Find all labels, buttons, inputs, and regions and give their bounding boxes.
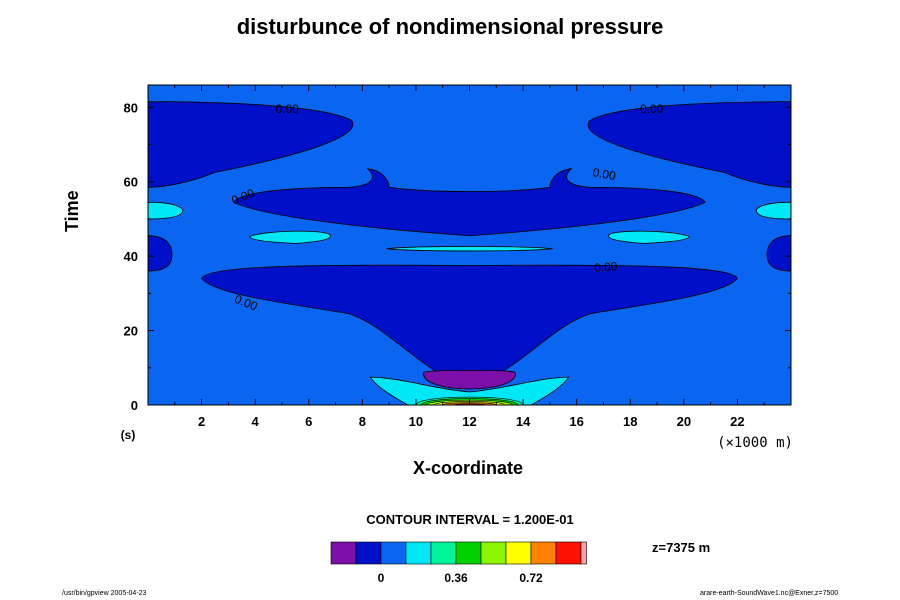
contour-label: 0.00 (276, 102, 300, 116)
contour-region-positive (386, 246, 553, 252)
contour-label: 0.00 (591, 165, 617, 183)
colorbar-swatch (380, 541, 407, 565)
footer-right-text: arare-earth-SoundWave1.nc@Exner,z=7500 (700, 590, 839, 597)
x-tick-label: 22 (730, 414, 744, 429)
axes: 2 4 6 8 10 12 14 16 18 20 22 0 20 40 60 80 (s) (×1000 m) (121, 84, 793, 451)
colorbar-swatch (505, 541, 532, 565)
y-tick-label: 80 (124, 100, 138, 115)
contour-region-negative (148, 235, 173, 272)
colorbar-swatch (430, 541, 457, 565)
contour-region-positive (608, 230, 690, 244)
colorbar-swatch (555, 541, 582, 565)
contour-region-min (423, 369, 516, 390)
x-tick-label: 18 (623, 414, 637, 429)
chart-title: disturbunce of nondimensional pressure (236, 14, 664, 39)
x-tick-label: 4 (252, 414, 260, 429)
y-tick-label: 0 (131, 398, 138, 413)
contour-region-negative (587, 101, 791, 188)
x-tick-label: 16 (569, 414, 583, 429)
y-units-label: (s) (121, 428, 136, 442)
x-axis-title: X-coordinate (412, 458, 523, 478)
y-axis-title: Time (62, 190, 82, 232)
x-tick-label: 20 (677, 414, 691, 429)
colorbar-swatch (355, 541, 382, 565)
x-tick-label: 14 (516, 414, 531, 429)
contour-region-negative (766, 235, 791, 272)
contour-label: 0.00 (594, 259, 619, 275)
footer-left-text: /usr/bin/gpview 2005-04-23 (62, 590, 147, 597)
contour-region-negative (233, 168, 706, 237)
contour-label: 0.00 (640, 102, 664, 116)
contour-region-positive (755, 201, 791, 220)
x-units-label: (×1000 m) (717, 435, 793, 451)
colorbar-tick-label: 0.36 (444, 571, 468, 585)
colorbar: 0 0.36 0.72 (330, 541, 587, 585)
colorbar-swatch (405, 541, 432, 565)
z-level-text: z=7375 m (652, 540, 711, 555)
y-tick-label: 40 (124, 249, 138, 264)
colorbar-swatch (455, 541, 482, 565)
x-tick-label: 10 (409, 414, 423, 429)
colorbar-tick-label: 0.72 (519, 571, 543, 585)
contour-region-positive (249, 230, 331, 244)
x-tick-label: 12 (462, 414, 476, 429)
contour-region-negative (201, 264, 738, 389)
contour-region-negative (148, 101, 354, 188)
colorbar-tick-label: 0 (378, 571, 385, 585)
plot-area: 0.00 0.000.000.000.000.00 (148, 85, 791, 405)
colorbar-swatch (530, 541, 557, 565)
colorbar-swatch (480, 541, 507, 565)
y-tick-label: 20 (124, 324, 138, 339)
x-tick-label: 6 (305, 414, 312, 429)
colorbar-swatch (330, 541, 357, 565)
contour-interval-text: CONTOUR INTERVAL = 1.200E-01 (366, 512, 574, 527)
y-tick-label: 60 (124, 175, 138, 190)
contour-region-positive (369, 376, 570, 405)
contour-region-positive (148, 201, 184, 220)
x-tick-label: 8 (359, 414, 366, 429)
x-tick-label: 2 (198, 414, 205, 429)
colorbar-swatch (580, 541, 587, 565)
